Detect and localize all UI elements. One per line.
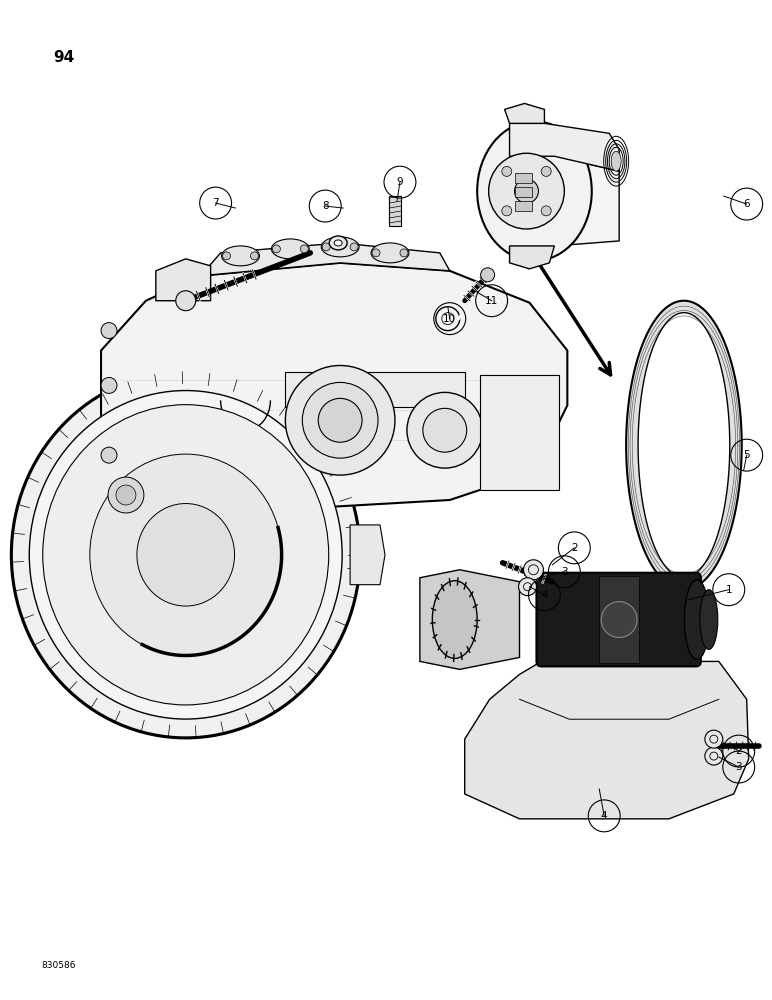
- Text: 8: 8: [322, 201, 329, 211]
- Polygon shape: [505, 103, 544, 123]
- Ellipse shape: [272, 239, 310, 259]
- Circle shape: [541, 166, 551, 176]
- Bar: [514, 173, 533, 183]
- Text: 4: 4: [601, 811, 608, 821]
- Ellipse shape: [334, 240, 342, 246]
- Circle shape: [303, 382, 378, 458]
- Circle shape: [541, 206, 551, 216]
- Polygon shape: [156, 259, 211, 301]
- Text: 5: 5: [743, 450, 750, 460]
- Ellipse shape: [137, 504, 235, 606]
- Bar: [599, 576, 639, 663]
- Text: 7: 7: [212, 198, 219, 208]
- Circle shape: [176, 291, 195, 311]
- Text: 10: 10: [443, 314, 456, 324]
- Circle shape: [705, 730, 723, 748]
- Polygon shape: [350, 525, 385, 585]
- Ellipse shape: [477, 121, 592, 261]
- Circle shape: [514, 179, 538, 203]
- Text: 6: 6: [743, 199, 750, 209]
- PathPatch shape: [638, 313, 730, 578]
- Ellipse shape: [42, 405, 329, 705]
- Ellipse shape: [371, 243, 409, 263]
- Ellipse shape: [700, 590, 718, 649]
- Circle shape: [502, 166, 512, 176]
- Circle shape: [250, 252, 259, 260]
- Circle shape: [489, 153, 564, 229]
- Circle shape: [116, 485, 136, 505]
- Polygon shape: [201, 243, 450, 276]
- Bar: [479, 375, 560, 490]
- Polygon shape: [101, 263, 567, 508]
- Polygon shape: [510, 123, 619, 171]
- Bar: [389, 196, 401, 226]
- Polygon shape: [510, 246, 554, 269]
- Text: 4: 4: [541, 590, 548, 600]
- Polygon shape: [510, 156, 619, 246]
- Ellipse shape: [222, 246, 259, 266]
- Polygon shape: [420, 570, 520, 669]
- Ellipse shape: [685, 580, 709, 659]
- Circle shape: [322, 243, 330, 251]
- Text: 94: 94: [53, 50, 74, 65]
- Circle shape: [400, 249, 408, 257]
- Circle shape: [705, 747, 723, 765]
- Circle shape: [286, 365, 395, 475]
- Ellipse shape: [90, 454, 282, 656]
- Circle shape: [101, 377, 117, 393]
- Circle shape: [318, 398, 362, 442]
- Polygon shape: [286, 372, 465, 407]
- Circle shape: [523, 560, 543, 580]
- Circle shape: [101, 447, 117, 463]
- Text: 3: 3: [561, 567, 567, 577]
- Text: 11: 11: [485, 296, 498, 306]
- Ellipse shape: [329, 236, 347, 250]
- FancyBboxPatch shape: [537, 573, 701, 666]
- Ellipse shape: [611, 151, 621, 171]
- Text: 3: 3: [736, 762, 742, 772]
- Ellipse shape: [321, 237, 359, 257]
- Polygon shape: [465, 661, 749, 819]
- PathPatch shape: [626, 301, 742, 590]
- Circle shape: [222, 252, 231, 260]
- Text: 1: 1: [726, 585, 732, 595]
- Circle shape: [108, 477, 144, 513]
- Circle shape: [300, 245, 308, 253]
- Circle shape: [423, 408, 467, 452]
- Circle shape: [481, 268, 495, 282]
- Circle shape: [273, 245, 280, 253]
- Circle shape: [350, 243, 358, 251]
- Bar: [514, 201, 533, 211]
- Circle shape: [101, 323, 117, 339]
- Bar: [514, 187, 533, 197]
- Text: 2: 2: [571, 543, 577, 553]
- Ellipse shape: [12, 372, 360, 738]
- Circle shape: [519, 578, 537, 596]
- Circle shape: [372, 249, 380, 257]
- Ellipse shape: [432, 581, 477, 658]
- Circle shape: [601, 602, 637, 638]
- Text: 830586: 830586: [41, 961, 76, 970]
- Text: 2: 2: [736, 746, 742, 756]
- Circle shape: [407, 392, 482, 468]
- Text: 9: 9: [397, 177, 403, 187]
- Ellipse shape: [29, 391, 342, 719]
- Circle shape: [502, 206, 512, 216]
